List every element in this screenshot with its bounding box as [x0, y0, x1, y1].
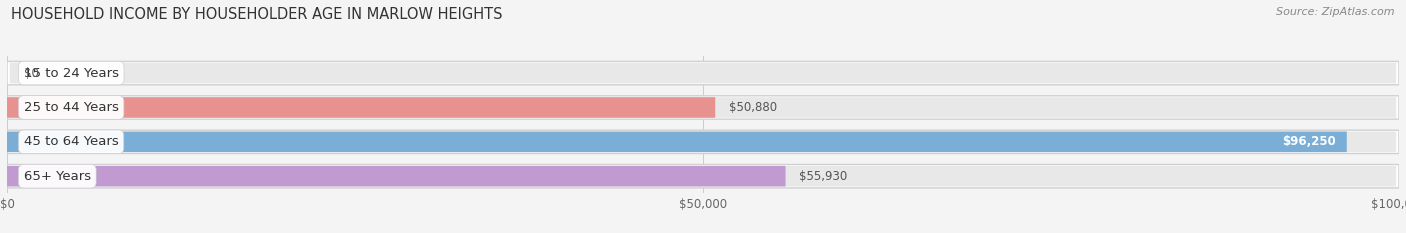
FancyBboxPatch shape	[7, 132, 1347, 152]
Text: $0: $0	[24, 67, 38, 80]
Text: 65+ Years: 65+ Years	[24, 170, 91, 183]
FancyBboxPatch shape	[7, 164, 1399, 188]
Text: 25 to 44 Years: 25 to 44 Years	[24, 101, 118, 114]
Text: $50,880: $50,880	[730, 101, 778, 114]
FancyBboxPatch shape	[7, 62, 1399, 85]
Text: 15 to 24 Years: 15 to 24 Years	[24, 67, 118, 80]
FancyBboxPatch shape	[10, 166, 1396, 186]
FancyBboxPatch shape	[7, 166, 786, 186]
Text: Source: ZipAtlas.com: Source: ZipAtlas.com	[1277, 7, 1395, 17]
FancyBboxPatch shape	[7, 130, 1399, 154]
FancyBboxPatch shape	[7, 97, 716, 118]
Text: $55,930: $55,930	[800, 170, 848, 183]
FancyBboxPatch shape	[7, 96, 1399, 119]
Text: $96,250: $96,250	[1282, 135, 1336, 148]
Text: HOUSEHOLD INCOME BY HOUSEHOLDER AGE IN MARLOW HEIGHTS: HOUSEHOLD INCOME BY HOUSEHOLDER AGE IN M…	[11, 7, 503, 22]
FancyBboxPatch shape	[10, 97, 1396, 118]
Text: 45 to 64 Years: 45 to 64 Years	[24, 135, 118, 148]
FancyBboxPatch shape	[10, 132, 1396, 152]
FancyBboxPatch shape	[10, 63, 1396, 83]
